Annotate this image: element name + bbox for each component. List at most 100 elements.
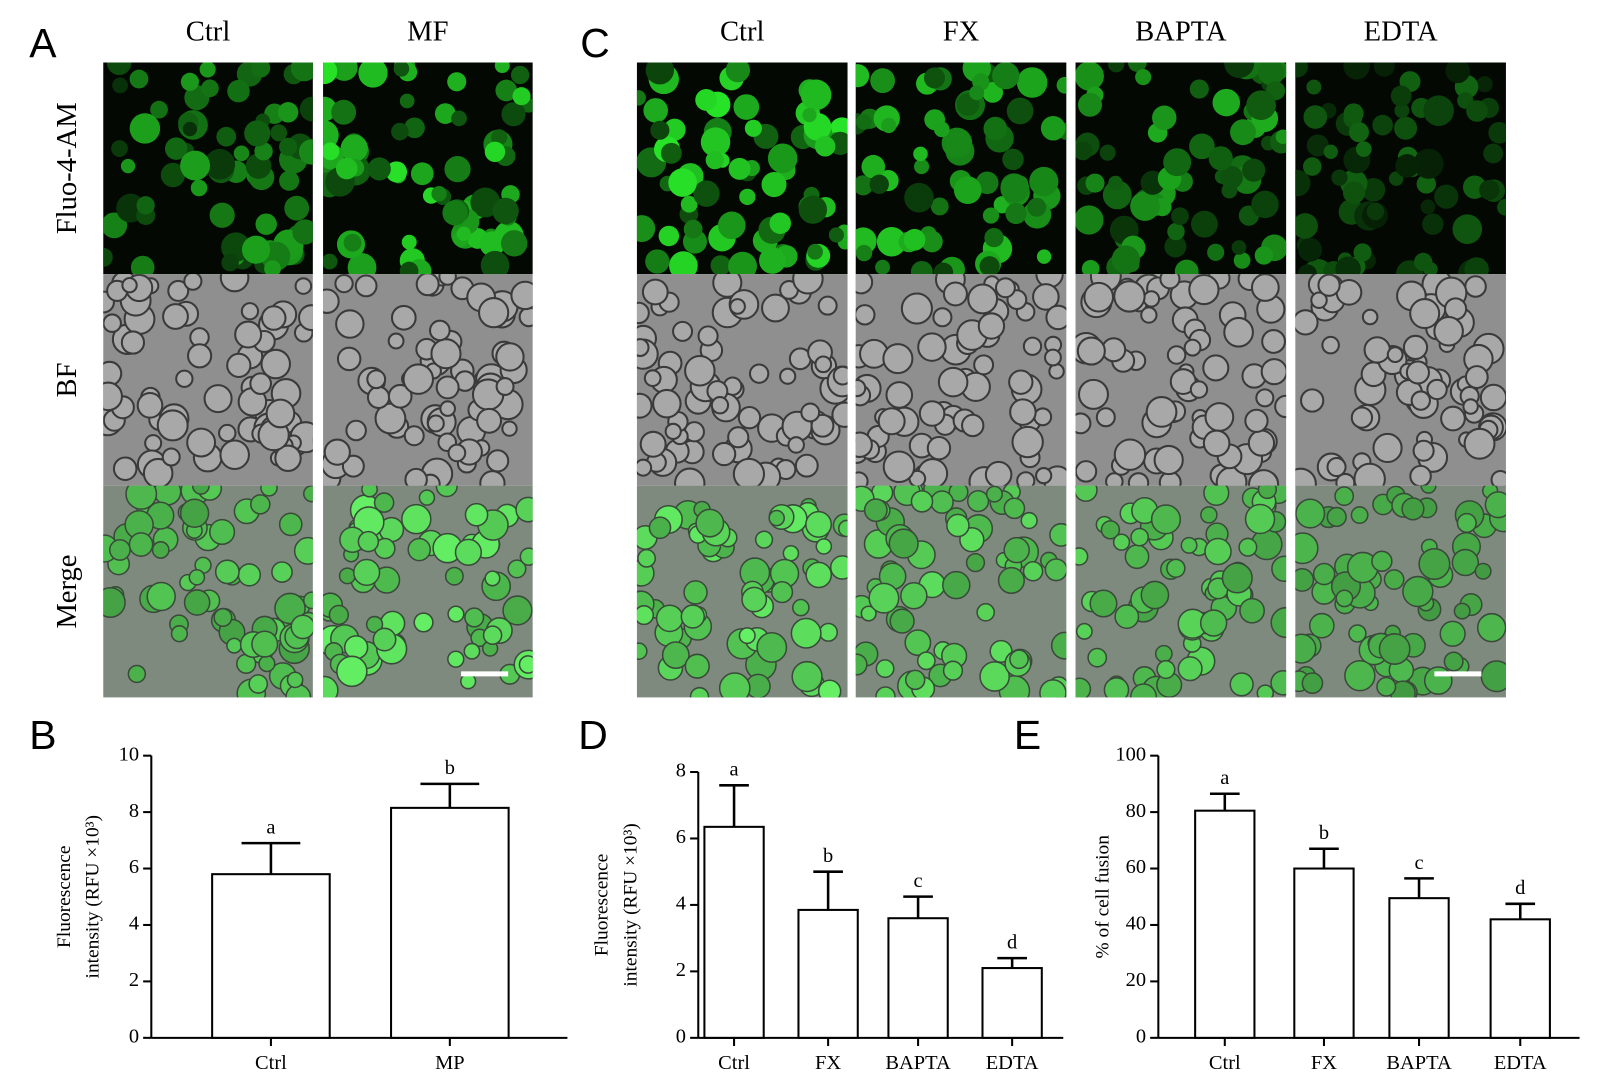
micrograph (636, 62, 848, 275)
cell (942, 281, 968, 307)
cell (800, 402, 821, 423)
cell (1409, 298, 1441, 330)
y-tick-label: 6 (676, 826, 686, 848)
cell (1075, 547, 1089, 566)
cell (1044, 348, 1062, 367)
cell (1295, 169, 1311, 197)
cell (1490, 469, 1506, 486)
cell (1418, 547, 1451, 581)
cells (103, 62, 313, 275)
cell (221, 253, 239, 272)
cell (1371, 550, 1393, 572)
cell (1180, 536, 1198, 554)
cell (1177, 656, 1203, 682)
cells (1295, 485, 1506, 698)
bar (1489, 918, 1551, 1039)
y-tick-label: 8 (129, 800, 139, 822)
cell (127, 664, 147, 684)
bar (797, 908, 859, 1039)
cell (900, 292, 933, 325)
cell (1238, 537, 1258, 557)
cell (492, 197, 519, 225)
cell (160, 162, 186, 188)
cell (855, 304, 876, 326)
cell (727, 426, 750, 449)
cell (1479, 383, 1506, 412)
cell (1009, 649, 1029, 670)
cell (637, 548, 657, 568)
cell (1200, 506, 1218, 524)
cell (1453, 602, 1471, 620)
cell (501, 102, 526, 127)
cell (323, 253, 338, 270)
cell (1390, 85, 1412, 107)
y-tick-label: 100 (1115, 743, 1146, 765)
micrograph (1295, 62, 1506, 275)
cell (404, 117, 425, 139)
cell (1085, 173, 1105, 193)
cell (1153, 444, 1184, 476)
y-tick-label: 0 (676, 1026, 686, 1048)
cell (669, 251, 698, 275)
cell (1142, 290, 1161, 308)
cells (1295, 62, 1506, 275)
cell (942, 660, 964, 681)
bar (887, 917, 949, 1039)
cell (251, 62, 271, 78)
cells (103, 274, 313, 486)
cell (770, 580, 794, 604)
x-tick-label: FX (815, 1052, 841, 1074)
cell (447, 443, 467, 463)
cell (190, 179, 208, 197)
cell (410, 162, 434, 186)
cell (1439, 620, 1466, 647)
bar (981, 967, 1043, 1039)
cell (1081, 259, 1100, 275)
cell (689, 686, 710, 698)
cell (265, 398, 296, 429)
x-tick-label: Ctrl (255, 1052, 287, 1074)
cell (415, 274, 440, 297)
cell (1484, 491, 1506, 519)
micrograph (323, 62, 533, 275)
cell (855, 431, 873, 458)
cell (889, 608, 915, 634)
cell (418, 489, 436, 506)
cell (387, 383, 413, 409)
cell (1361, 177, 1386, 202)
cell (1075, 460, 1098, 483)
cell (1108, 175, 1123, 191)
cell (900, 581, 928, 610)
cell (1363, 336, 1391, 364)
bar (390, 806, 510, 1039)
cell (1378, 633, 1411, 665)
cell (984, 460, 1013, 486)
cell (290, 62, 313, 82)
cell (668, 168, 697, 197)
cell (1224, 62, 1255, 79)
cell (120, 158, 136, 174)
y-axis-label: Fluorescence (592, 854, 613, 956)
cell (725, 62, 751, 83)
cell (636, 90, 646, 106)
cell (435, 485, 458, 498)
cell (1372, 432, 1403, 464)
cell (226, 637, 243, 654)
cell (768, 509, 785, 527)
cell (226, 352, 252, 379)
cell (182, 121, 198, 137)
cell (270, 124, 288, 142)
cell (732, 457, 766, 486)
x-tick-label: FX (1311, 1052, 1337, 1074)
cell (837, 519, 848, 538)
cell (413, 612, 434, 633)
cell (227, 79, 250, 103)
cell (645, 249, 670, 274)
bar (1194, 809, 1256, 1039)
cell (861, 154, 886, 179)
cell (150, 100, 168, 119)
cell (1423, 95, 1454, 127)
cell (767, 143, 798, 174)
cell (930, 197, 949, 216)
y-tick-label: 10 (119, 743, 139, 765)
